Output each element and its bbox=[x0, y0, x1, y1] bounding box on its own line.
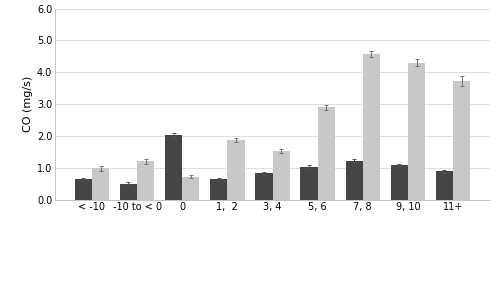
Bar bbox=[408, 63, 425, 200]
Bar bbox=[210, 180, 228, 200]
Bar bbox=[228, 140, 244, 200]
Bar bbox=[346, 161, 363, 200]
Bar bbox=[363, 54, 380, 199]
Bar bbox=[137, 161, 154, 199]
Bar bbox=[256, 173, 272, 200]
Bar bbox=[318, 107, 335, 200]
Bar bbox=[453, 81, 470, 200]
Y-axis label: CO (mg/s): CO (mg/s) bbox=[22, 76, 32, 132]
Bar bbox=[391, 166, 408, 199]
Bar bbox=[165, 135, 182, 200]
Bar bbox=[182, 177, 200, 199]
Bar bbox=[75, 180, 92, 200]
Bar bbox=[92, 168, 109, 200]
Bar bbox=[300, 167, 318, 200]
Bar bbox=[272, 151, 289, 200]
Bar bbox=[120, 184, 137, 199]
Bar bbox=[436, 172, 453, 200]
